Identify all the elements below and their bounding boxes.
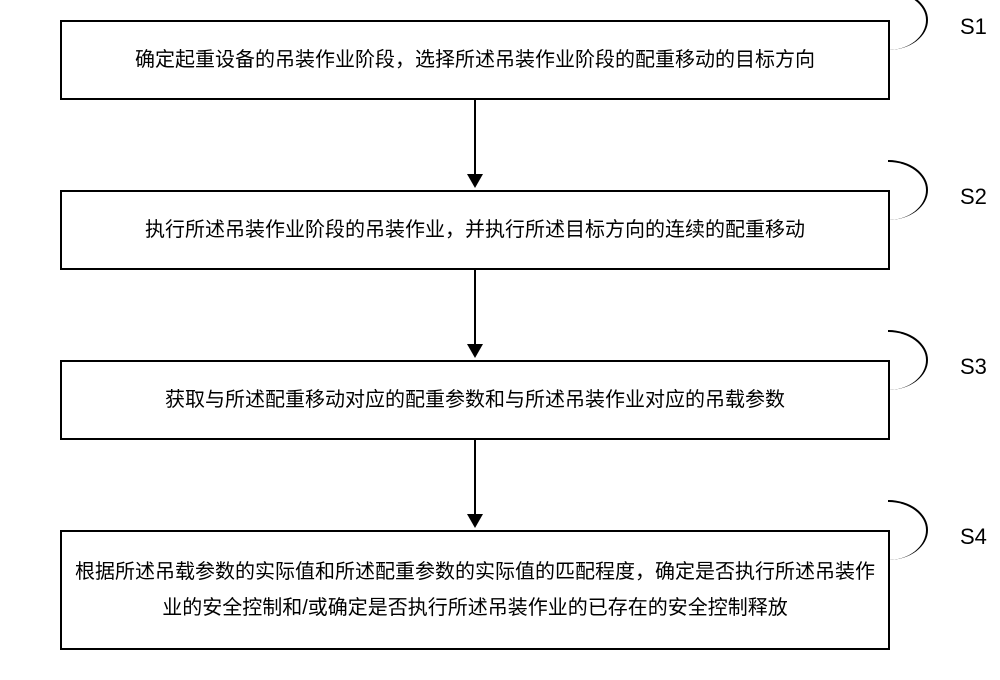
flowchart-canvas: { "layout":{ "canvas_w":1000,"canvas_h":… xyxy=(0,0,1000,680)
arrow-line xyxy=(474,440,476,514)
step-label-s4: S4 xyxy=(960,524,987,550)
arrow-line xyxy=(474,270,476,344)
arrow-s1-s2 xyxy=(467,100,483,188)
step-text: 获取与所述配重移动对应的配重参数和与所述吊装作业对应的吊载参数 xyxy=(165,382,785,418)
step-label-s3: S3 xyxy=(960,354,987,380)
step-label-s2: S2 xyxy=(960,184,987,210)
step-text: 确定起重设备的吊装作业阶段，选择所述吊装作业阶段的配重移动的目标方向 xyxy=(135,42,815,78)
label-connector-s4 xyxy=(888,500,928,560)
arrow-s3-s4 xyxy=(467,440,483,528)
arrow-head-icon xyxy=(467,344,483,358)
label-connector-s2 xyxy=(888,160,928,220)
step-box-s2: 执行所述吊装作业阶段的吊装作业，并执行所述目标方向的连续的配重移动 xyxy=(60,190,890,270)
arrow-head-icon xyxy=(467,514,483,528)
label-connector-s1 xyxy=(888,0,928,50)
arrow-head-icon xyxy=(467,174,483,188)
label-connector-s3 xyxy=(888,330,928,390)
arrow-line xyxy=(474,100,476,174)
arrow-s2-s3 xyxy=(467,270,483,358)
step-box-s3: 获取与所述配重移动对应的配重参数和与所述吊装作业对应的吊载参数 xyxy=(60,360,890,440)
step-box-s1: 确定起重设备的吊装作业阶段，选择所述吊装作业阶段的配重移动的目标方向 xyxy=(60,20,890,100)
step-box-s4: 根据所述吊载参数的实际值和所述配重参数的实际值的匹配程度，确定是否执行所述吊装作… xyxy=(60,530,890,650)
step-label-s1: S1 xyxy=(960,14,987,40)
step-text: 执行所述吊装作业阶段的吊装作业，并执行所述目标方向的连续的配重移动 xyxy=(145,212,805,248)
step-text: 根据所述吊载参数的实际值和所述配重参数的实际值的匹配程度，确定是否执行所述吊装作… xyxy=(72,554,878,626)
